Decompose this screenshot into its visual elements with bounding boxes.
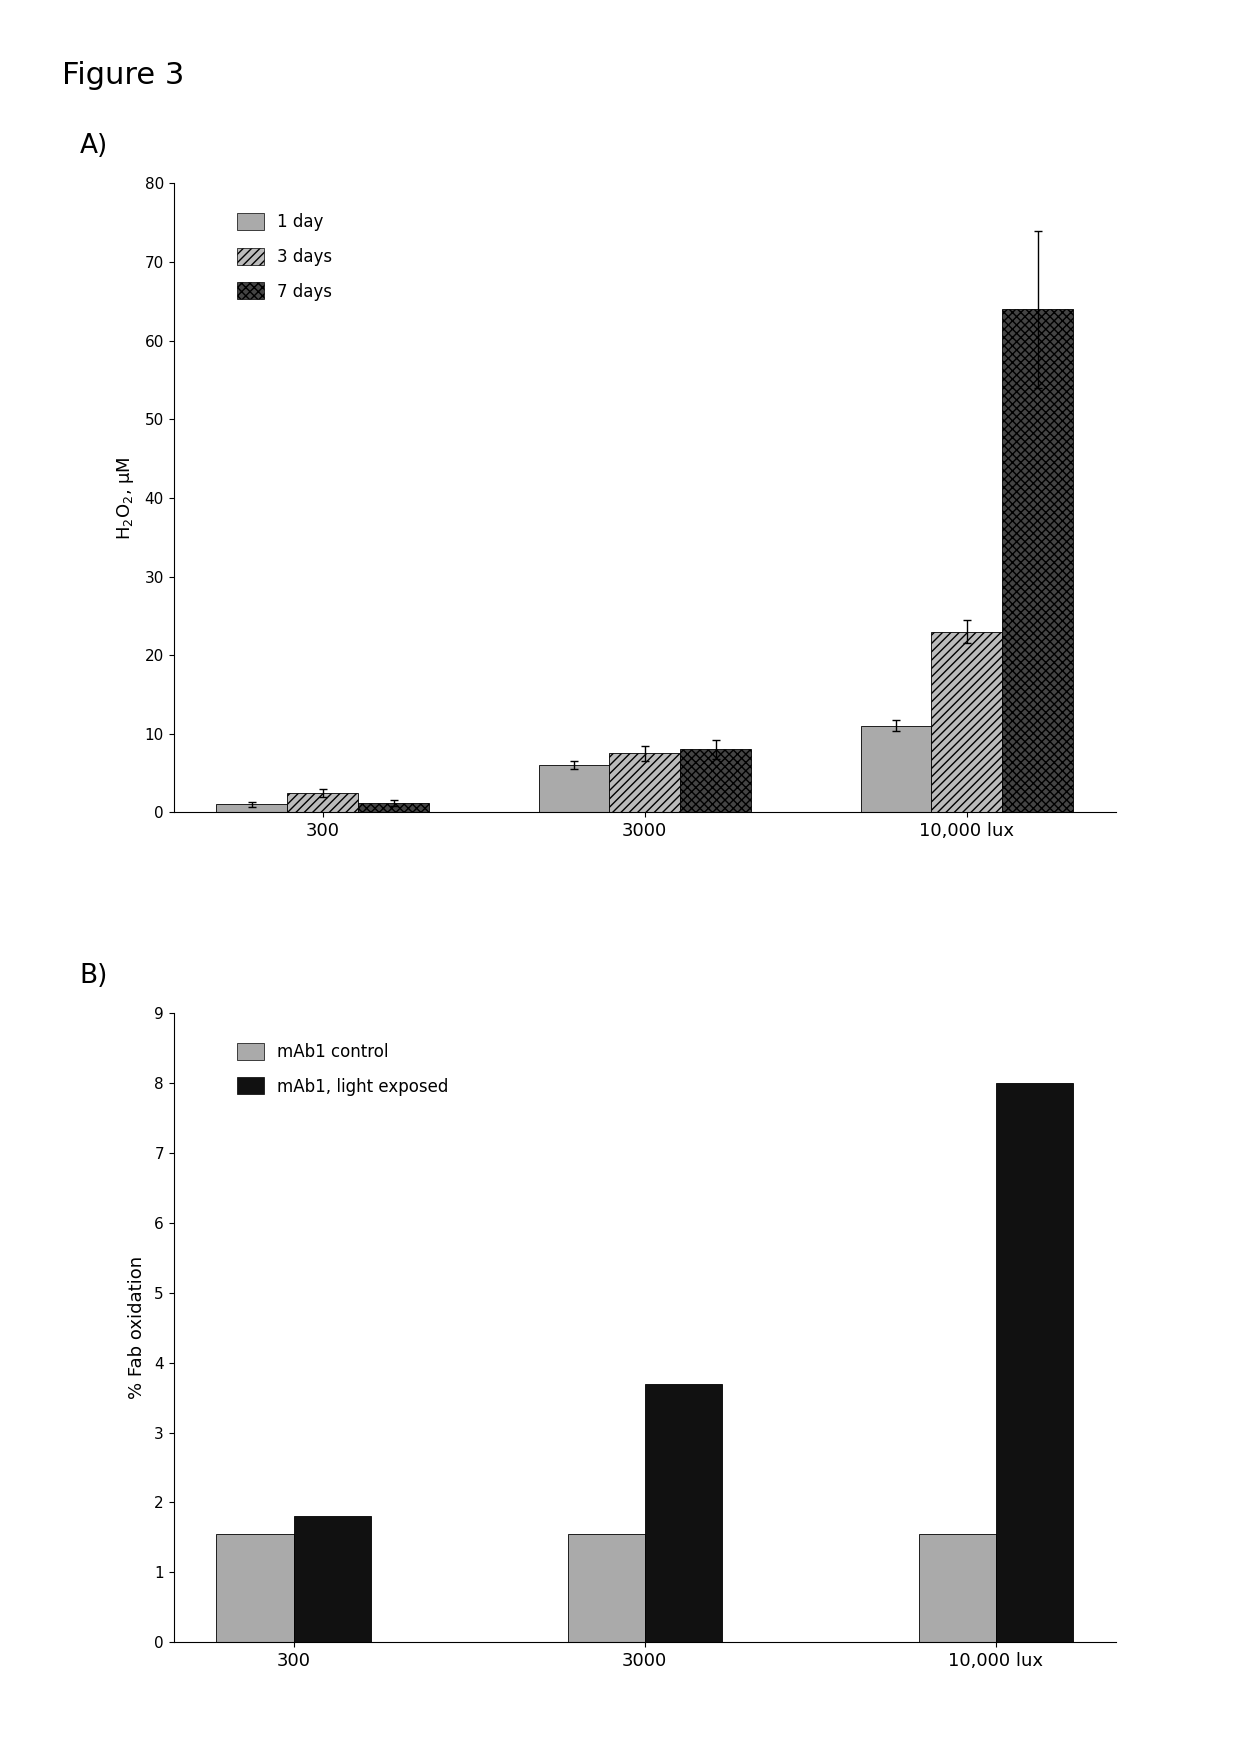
Bar — [217, 804, 288, 812]
Bar — [919, 1534, 996, 1642]
Bar — [609, 753, 681, 812]
Bar — [568, 1534, 645, 1642]
Bar — [931, 631, 1002, 812]
Bar — [861, 727, 931, 812]
Bar — [217, 1534, 294, 1642]
Text: Figure 3: Figure 3 — [62, 61, 185, 91]
Bar — [538, 765, 609, 812]
Legend: mAb1 control, mAb1, light exposed: mAb1 control, mAb1, light exposed — [229, 1034, 458, 1104]
Bar — [1002, 309, 1073, 812]
Bar — [294, 1516, 371, 1642]
Bar — [358, 804, 429, 812]
Text: A): A) — [79, 133, 108, 159]
Y-axis label: % Fab oxidation: % Fab oxidation — [128, 1256, 146, 1399]
Bar — [996, 1083, 1073, 1642]
Text: B): B) — [79, 963, 108, 989]
Y-axis label: H$_2$O$_2$, μM: H$_2$O$_2$, μM — [115, 456, 136, 540]
Bar — [645, 1384, 722, 1642]
Bar — [681, 749, 751, 812]
Bar — [288, 793, 358, 812]
Legend: 1 day, 3 days, 7 days: 1 day, 3 days, 7 days — [229, 204, 341, 309]
